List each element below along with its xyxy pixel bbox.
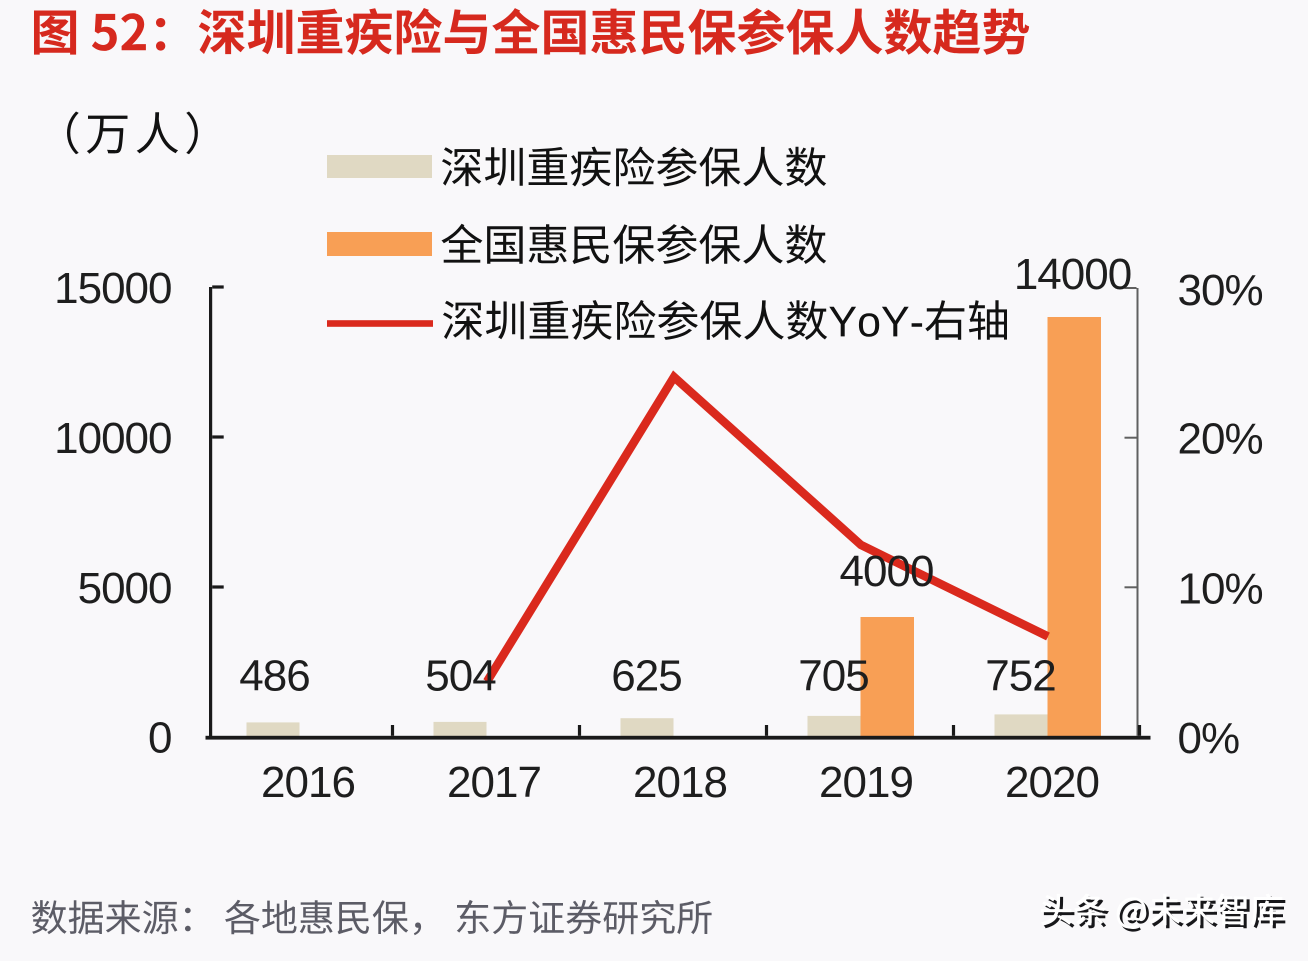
svg-text:0%: 0% — [1178, 714, 1240, 763]
svg-text:705: 705 — [798, 652, 868, 701]
svg-text:30%: 30% — [1178, 266, 1263, 315]
svg-text:0: 0 — [148, 714, 171, 763]
svg-text:2019: 2019 — [819, 758, 913, 807]
svg-text:2020: 2020 — [1005, 758, 1099, 807]
svg-text:5000: 5000 — [78, 564, 172, 613]
svg-text:10000: 10000 — [54, 414, 171, 463]
svg-text:4000: 4000 — [840, 547, 934, 596]
svg-text:10%: 10% — [1178, 564, 1263, 613]
svg-text:15000: 15000 — [54, 264, 171, 313]
svg-text:2017: 2017 — [447, 758, 541, 807]
svg-text:2018: 2018 — [633, 758, 727, 807]
svg-text:752: 752 — [985, 652, 1055, 701]
svg-text:625: 625 — [611, 652, 681, 701]
svg-text:504: 504 — [425, 652, 496, 701]
svg-text:2016: 2016 — [261, 758, 355, 807]
svg-text:20%: 20% — [1178, 415, 1263, 464]
svg-text:14000: 14000 — [1014, 250, 1131, 299]
svg-text:486: 486 — [239, 652, 309, 701]
